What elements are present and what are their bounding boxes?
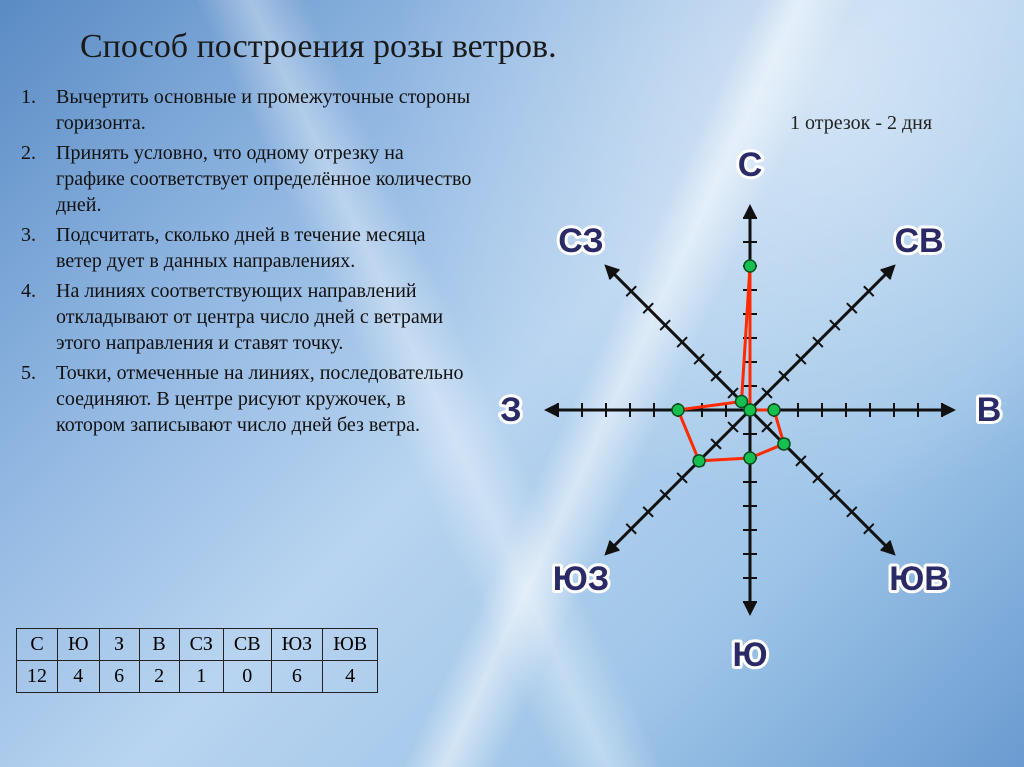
svg-text:С: С (738, 146, 763, 184)
svg-text:ЮЗ: ЮЗ (553, 560, 609, 598)
table-header-cell: З (99, 629, 139, 661)
table-cell: 6 (99, 661, 139, 693)
table-header-cell: ЮВ (323, 629, 378, 661)
table-header-cell: С (17, 629, 58, 661)
table-header-cell: Ю (58, 629, 100, 661)
list-item: 5.Точки, отмеченные на линиях, последова… (16, 360, 476, 438)
data-table: СЮЗВСЗСВЮЗЮВ124621064 (16, 628, 378, 693)
list-number: 3. (16, 222, 56, 274)
table-header-cell: В (139, 629, 179, 661)
table-cell: 2 (139, 661, 179, 693)
svg-text:З: З (500, 391, 521, 429)
list-item: 3.Подсчитать, сколько дней в течение мес… (16, 222, 476, 274)
table-cell: 12 (17, 661, 58, 693)
table-header-cell: СВ (223, 629, 271, 661)
table-cell: 4 (58, 661, 100, 693)
list-number: 4. (16, 278, 56, 356)
list-item: 4.На линиях соответствующих направлений … (16, 278, 476, 356)
table-header-cell: ЮЗ (271, 629, 323, 661)
list-text: Точки, отмеченные на линиях, последовате… (56, 360, 476, 438)
table-cell: 6 (271, 661, 323, 693)
table-cell: 0 (223, 661, 271, 693)
list-number: 5. (16, 360, 56, 438)
svg-text:Ю: Ю (732, 636, 767, 674)
list-text: Подсчитать, сколько дней в течение месяц… (56, 222, 476, 274)
svg-text:В: В (977, 391, 1002, 429)
list-item: 2.Принять условно, что одному отрезку на… (16, 140, 476, 218)
list-number: 1. (16, 84, 56, 136)
instruction-list: 1.Вычертить основные и промежуточные сто… (16, 84, 476, 442)
list-text: Принять условно, что одному отрезку на г… (56, 140, 476, 218)
page-title: Способ построения розы ветров. (80, 28, 557, 66)
svg-text:СВ: СВ (894, 222, 943, 260)
svg-text:СЗ: СЗ (558, 222, 603, 260)
wind-rose-chart: С СВ В ЮВ Ю ЮЗ З СЗ (480, 80, 1020, 700)
table-cell: 4 (323, 661, 378, 693)
table-header-cell: СЗ (179, 629, 223, 661)
svg-text:ЮВ: ЮВ (889, 560, 949, 598)
list-text: Вычертить основные и промежуточные сторо… (56, 84, 476, 136)
table-cell: 1 (179, 661, 223, 693)
list-number: 2. (16, 140, 56, 218)
list-text: На линиях соответствующих направлений от… (56, 278, 476, 356)
list-item: 1.Вычертить основные и промежуточные сто… (16, 84, 476, 136)
